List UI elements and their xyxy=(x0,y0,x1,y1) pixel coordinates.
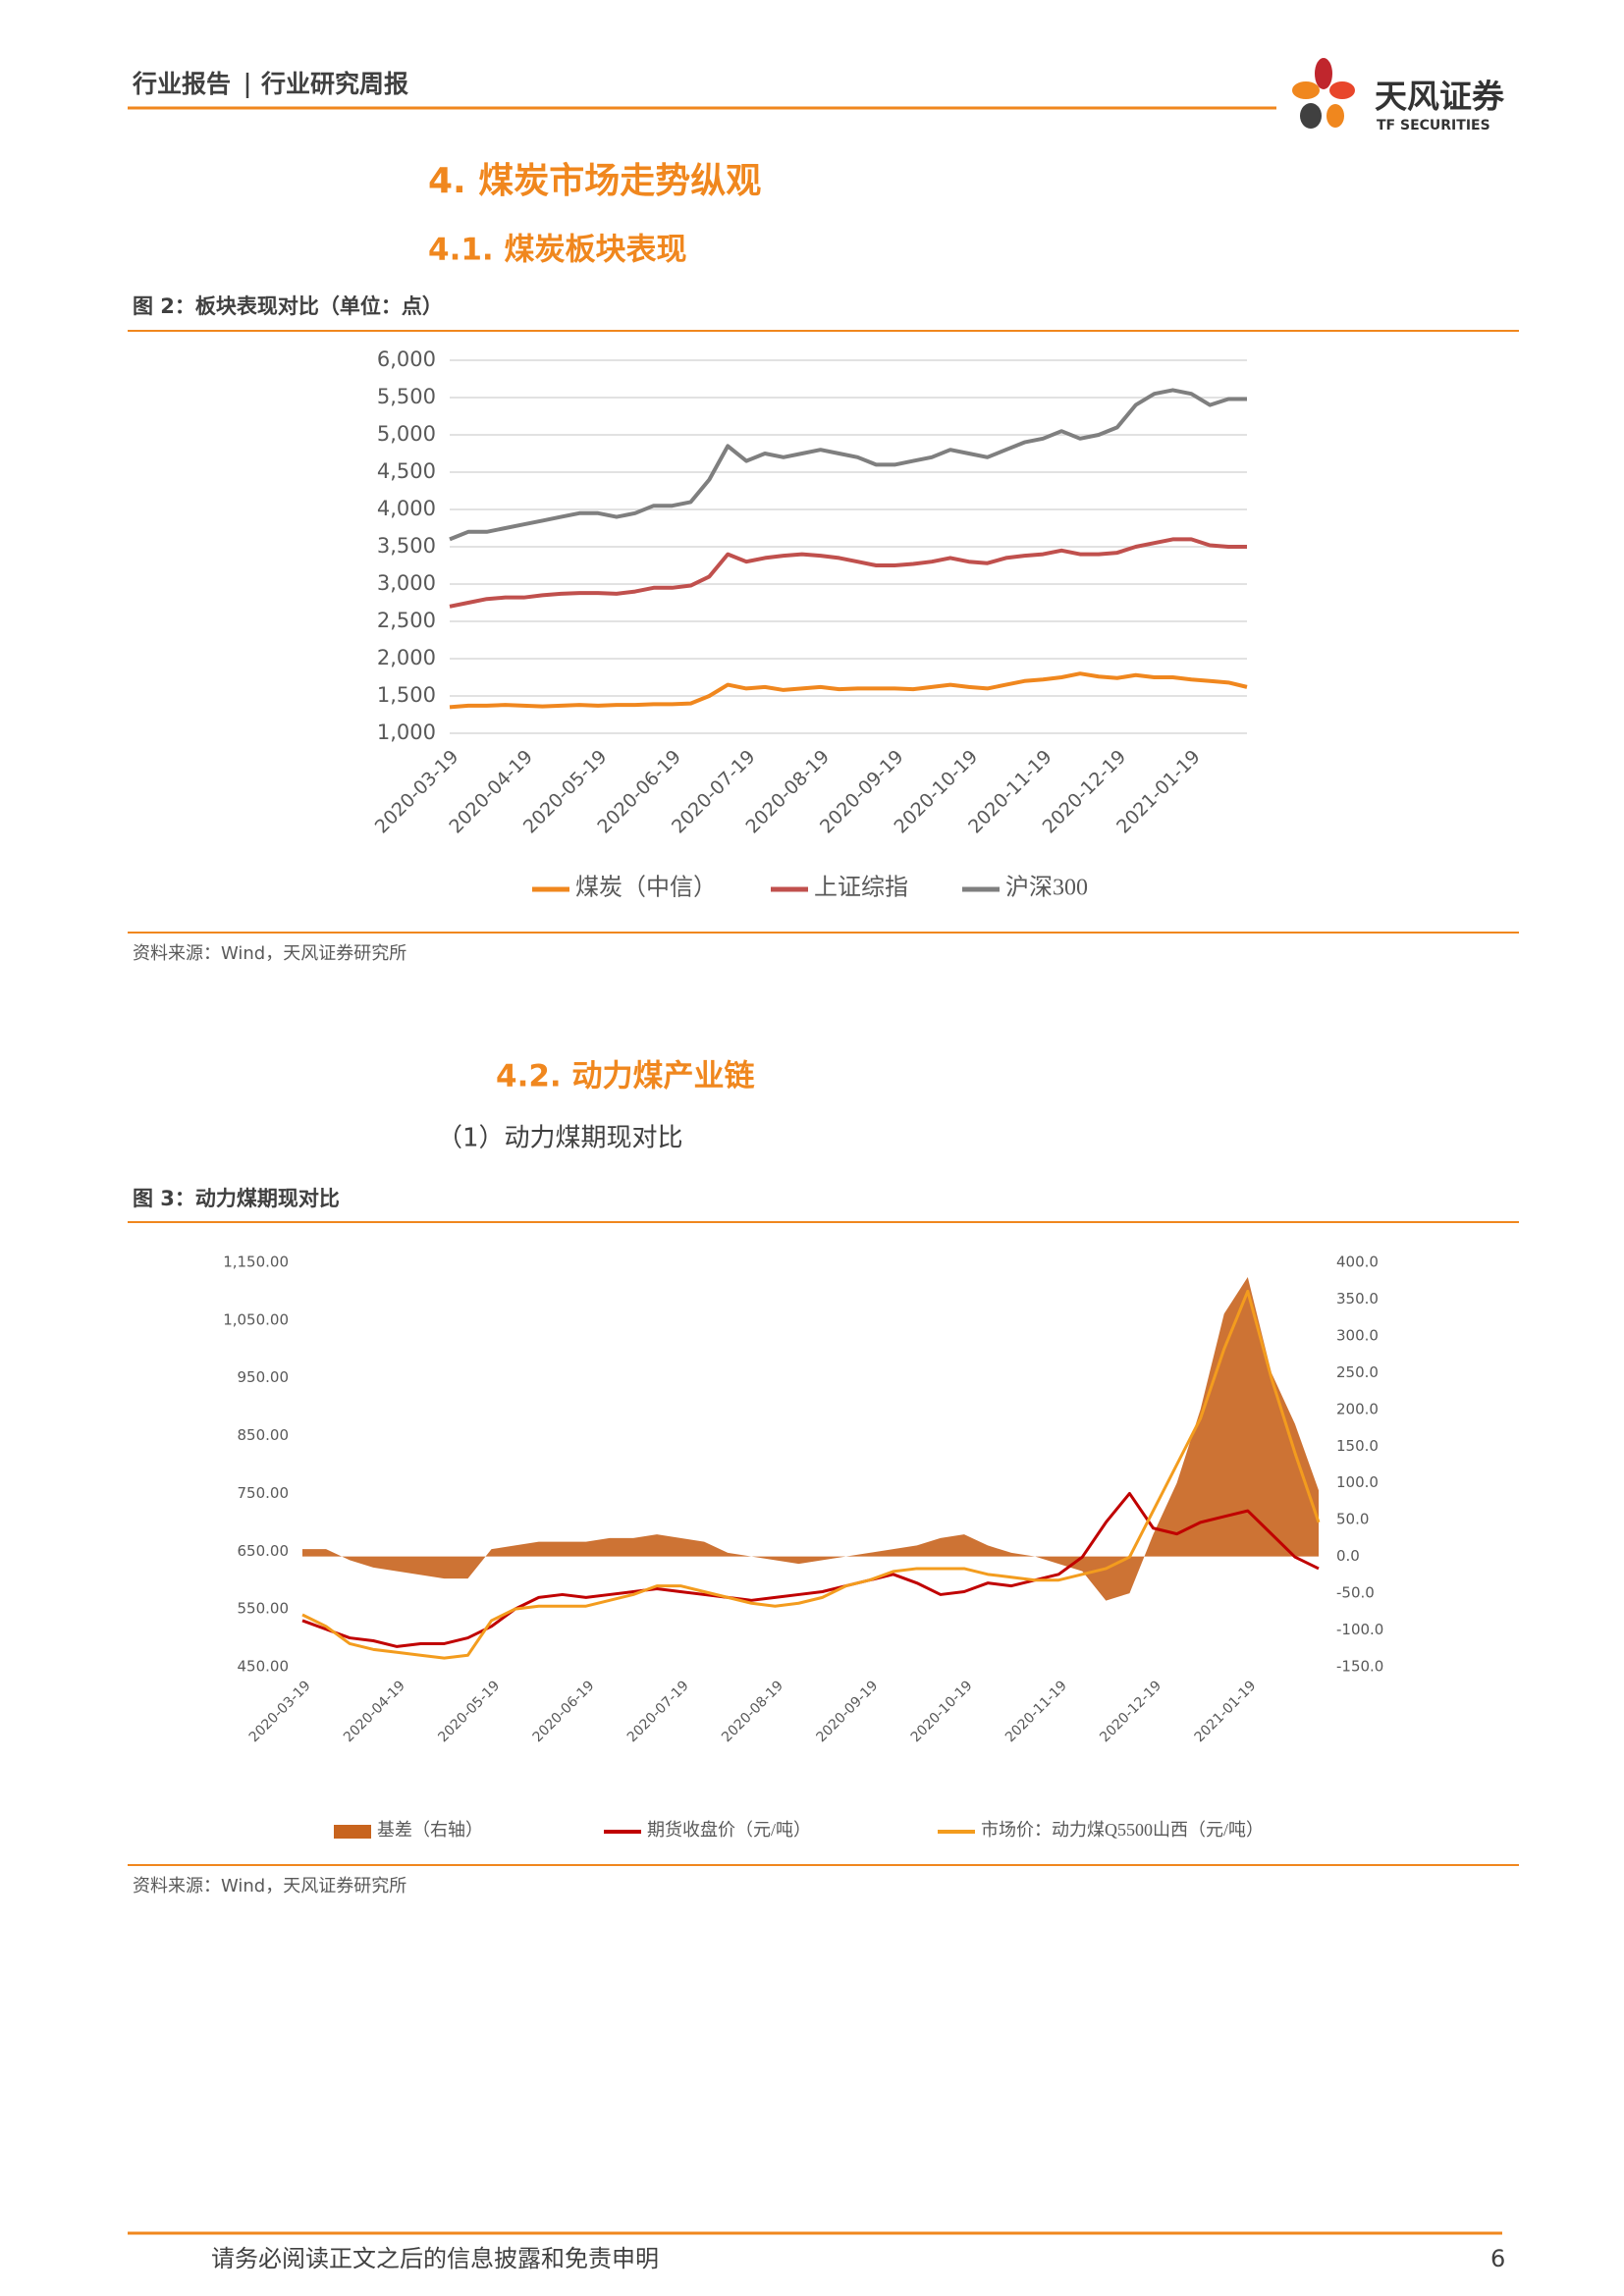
line xyxy=(449,671,1248,710)
section-heading: 4. 煤炭市场走势纵观 xyxy=(428,161,761,201)
y-tick-label: 4,000 xyxy=(377,497,436,520)
y2-tick-label: -50.0 xyxy=(1336,1584,1375,1602)
y2-tick-label: 350.0 xyxy=(1336,1290,1379,1308)
legend-label: 上证综指 xyxy=(814,875,908,901)
figure-caption: 图 2：板块表现对比（单位：点） xyxy=(133,294,443,318)
logo-petal xyxy=(1315,58,1332,89)
y-tick-label: 3,500 xyxy=(377,534,436,558)
x-tick-label: 2020-10-19 xyxy=(908,1678,976,1745)
legend-label: 沪深300 xyxy=(1005,875,1088,901)
y2-tick-label: 100.0 xyxy=(1336,1473,1379,1491)
y-tick-label: 750.00 xyxy=(238,1484,290,1502)
logo-petal xyxy=(1329,81,1355,99)
legend-label: 期货收盘价（元/吨） xyxy=(647,1820,811,1840)
y2-tick-label: 150.0 xyxy=(1336,1437,1379,1455)
y-tick-label: 1,050.00 xyxy=(223,1310,289,1328)
y-tick-label: 550.00 xyxy=(238,1600,290,1618)
section-heading: 4.2. 动力煤产业链 xyxy=(496,1059,754,1095)
x-tick-label: 2020-07-19 xyxy=(624,1678,692,1745)
y2-tick-label: -150.0 xyxy=(1336,1658,1383,1676)
y2-tick-label: 250.0 xyxy=(1336,1363,1379,1381)
y2-tick-label: 200.0 xyxy=(1336,1400,1379,1417)
figure-caption: 图 3：动力煤期现对比 xyxy=(133,1187,340,1210)
header-left: 行业报告 xyxy=(132,70,231,98)
x-tick-label: 2020-04-19 xyxy=(341,1678,408,1745)
y-tick-label: 1,000 xyxy=(377,721,436,744)
area xyxy=(302,1276,1319,1601)
logo-text: 天风证券 xyxy=(1375,78,1505,116)
y-tick-label: 1,500 xyxy=(377,683,436,707)
y-tick-label: 650.00 xyxy=(238,1542,290,1560)
y2-tick-label: -100.0 xyxy=(1336,1621,1383,1638)
y2-tick-label: 300.0 xyxy=(1336,1326,1379,1344)
y2-tick-label: 50.0 xyxy=(1336,1511,1369,1528)
x-tick-label: 2020-06-19 xyxy=(530,1678,598,1745)
y-tick-label: 3,000 xyxy=(377,571,436,595)
x-tick-label: 2020-05-19 xyxy=(435,1678,503,1745)
y2-tick-label: 400.0 xyxy=(1336,1254,1379,1271)
line xyxy=(301,1289,1321,1660)
x-tick-label: 2020-03-19 xyxy=(246,1678,314,1745)
line xyxy=(301,1491,1320,1648)
y-tick-label: 2,500 xyxy=(377,609,436,632)
y-tick-label: 850.00 xyxy=(238,1426,290,1444)
y-tick-label: 1,150.00 xyxy=(223,1254,289,1271)
y-tick-label: 950.00 xyxy=(238,1368,290,1386)
y-tick-label: 4,500 xyxy=(377,459,436,483)
y-tick-label: 450.00 xyxy=(238,1658,290,1676)
x-tick-label: 2020-08-19 xyxy=(719,1678,786,1745)
y-tick-label: 6,000 xyxy=(377,347,436,371)
logo-petal xyxy=(1292,81,1320,99)
subsection-heading: （1）动力煤期现对比 xyxy=(437,1124,683,1153)
line xyxy=(449,388,1247,542)
x-tick-label: 2020-12-19 xyxy=(1097,1678,1164,1745)
y-tick-label: 5,000 xyxy=(377,422,436,446)
logo xyxy=(1292,58,1355,129)
y-tick-label: 2,000 xyxy=(377,646,436,669)
logo-petal xyxy=(1300,103,1322,129)
figure-source: 资料来源：Wind，天风证券研究所 xyxy=(133,943,406,964)
footer-disclaimer: 请务必阅读正文之后的信息披露和免责申明 xyxy=(211,2245,659,2272)
figure-source: 资料来源：Wind，天风证券研究所 xyxy=(133,1876,406,1896)
legend-label: 基差（右轴） xyxy=(377,1820,483,1840)
y-tick-label: 5,500 xyxy=(377,385,436,408)
legend-label: 市场价：动力煤Q5500山西（元/吨） xyxy=(981,1820,1264,1840)
x-tick-label: 2021-01-19 xyxy=(1192,1678,1260,1745)
legend-label: 煤炭（中信） xyxy=(575,875,717,901)
logo-subtext: TF SECURITIES xyxy=(1377,118,1490,133)
logo-petal xyxy=(1326,104,1344,128)
section-heading: 4.1. 煤炭板块表现 xyxy=(428,233,686,268)
legend-swatch xyxy=(334,1825,371,1839)
line xyxy=(449,537,1247,609)
x-tick-label: 2020-11-19 xyxy=(1002,1678,1070,1745)
page-number: 6 xyxy=(1490,2245,1505,2272)
x-tick-label: 2020-09-19 xyxy=(813,1678,881,1745)
y2-tick-label: 0.0 xyxy=(1336,1547,1360,1565)
header-right: 行业研究周报 xyxy=(260,70,408,98)
